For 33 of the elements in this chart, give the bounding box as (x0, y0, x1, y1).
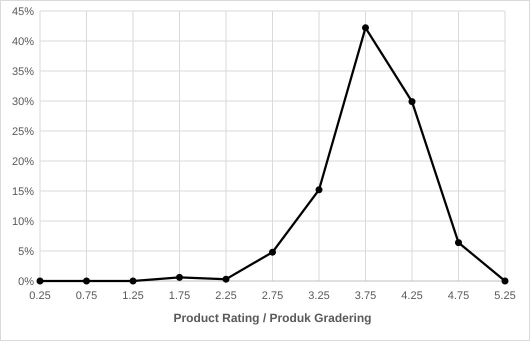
point (502, 278, 508, 284)
x-tick-label: 4.25 (401, 290, 423, 302)
point (316, 186, 322, 194)
point (269, 248, 276, 256)
x-tick-label: 3.25 (308, 290, 330, 302)
x-axis-title: Product Rating / Produk Gradering (173, 311, 372, 325)
point (176, 274, 183, 281)
point (455, 239, 462, 246)
y-tick-label: 35% (12, 66, 34, 78)
x-tick-label: 1.25 (122, 290, 144, 302)
y-tick-label: 0% (18, 276, 34, 288)
x-tick-label: 3.75 (354, 290, 376, 302)
x-tick-label: 2.25 (215, 290, 237, 302)
point (130, 278, 136, 284)
y-tick-label: 10% (12, 216, 34, 228)
point (222, 276, 230, 283)
x-tick-label: 5.25 (494, 290, 516, 302)
x-tick-label: 4.75 (448, 290, 470, 302)
point (362, 24, 369, 32)
y-tick-label: 40% (12, 36, 34, 48)
y-tick-label: 20% (12, 156, 34, 168)
y-tick-label: 30% (12, 96, 34, 108)
x-tick-label: 1.75 (168, 290, 190, 302)
y-tick-label: 25% (12, 126, 34, 138)
point (83, 278, 90, 284)
x-tick-label: 0.25 (29, 290, 51, 302)
x-tick-label: 0.75 (76, 290, 98, 302)
x-tick-label: 2.75 (262, 290, 284, 302)
point (36, 278, 44, 284)
y-tick-label: 45% (12, 6, 34, 18)
y-tick-label: 15% (12, 186, 34, 198)
y-tick-label: 5% (18, 246, 34, 258)
point (408, 98, 416, 106)
